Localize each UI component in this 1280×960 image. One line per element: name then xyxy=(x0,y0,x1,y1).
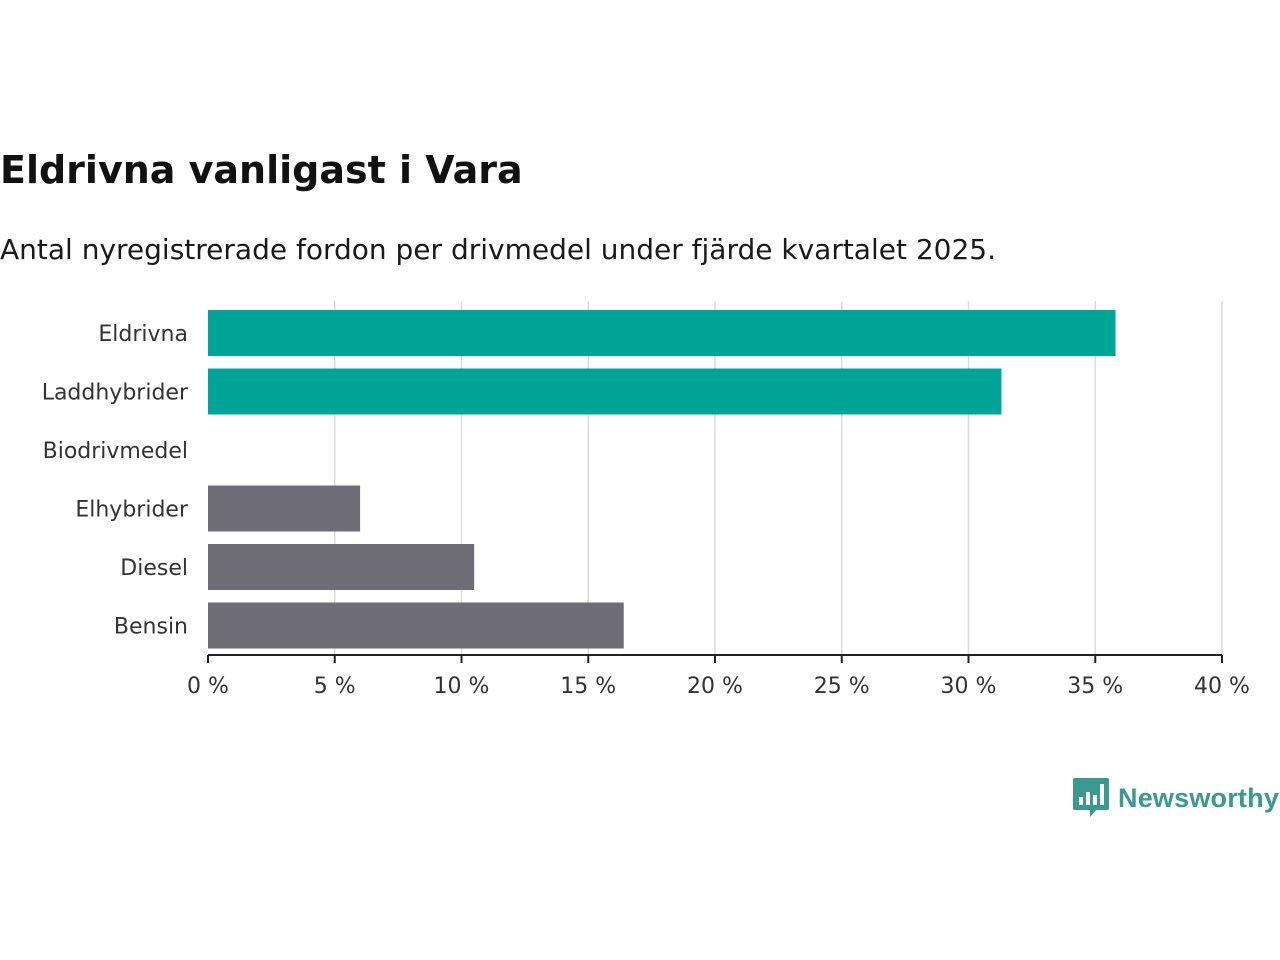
category-label: Biodrivmedel xyxy=(43,439,188,464)
bar-eldrivna xyxy=(208,310,1116,356)
x-tick-label: 10 % xyxy=(434,674,490,699)
x-tick-label: 25 % xyxy=(814,674,870,699)
category-label: Bensin xyxy=(114,615,188,640)
bar-diesel xyxy=(208,544,475,590)
category-labels: Eldrivna Laddhybrider Biodrivmedel Elhybrid… xyxy=(42,322,189,640)
newsworthy-logo-text: Newsworthy xyxy=(1118,782,1280,813)
category-label: Diesel xyxy=(120,556,188,581)
newsworthy-logo: Newsworthy xyxy=(1072,776,1279,820)
category-label: Laddhybrider xyxy=(42,381,189,406)
x-tick-label: 30 % xyxy=(941,674,997,699)
x-tick-label: 5 % xyxy=(314,674,356,699)
category-label: Eldrivna xyxy=(98,322,188,347)
chart-title: Eldrivna vanligast i Vara xyxy=(0,148,523,192)
x-tick-label: 35 % xyxy=(1067,674,1123,699)
bar-bensin xyxy=(208,602,624,649)
category-label: Elhybrider xyxy=(75,498,189,523)
x-tick-label: 20 % xyxy=(687,674,743,699)
x-tick-label: 0 % xyxy=(187,674,229,699)
gridlines xyxy=(334,301,1223,655)
x-axis: 0 % 5 % 10 % 15 % 20 % 25 % 30 % 35 % 40 % xyxy=(187,654,1250,699)
newsworthy-logo-icon xyxy=(1073,778,1109,817)
bar-laddhybrider xyxy=(208,368,1002,415)
x-tick-label: 15 % xyxy=(560,674,616,699)
bar-elhybrider xyxy=(208,485,361,532)
chart-subtitle: Antal nyregistrerade fordon per drivmede… xyxy=(0,233,997,266)
x-tick-label: 40 % xyxy=(1194,674,1250,699)
bars xyxy=(208,310,1116,649)
